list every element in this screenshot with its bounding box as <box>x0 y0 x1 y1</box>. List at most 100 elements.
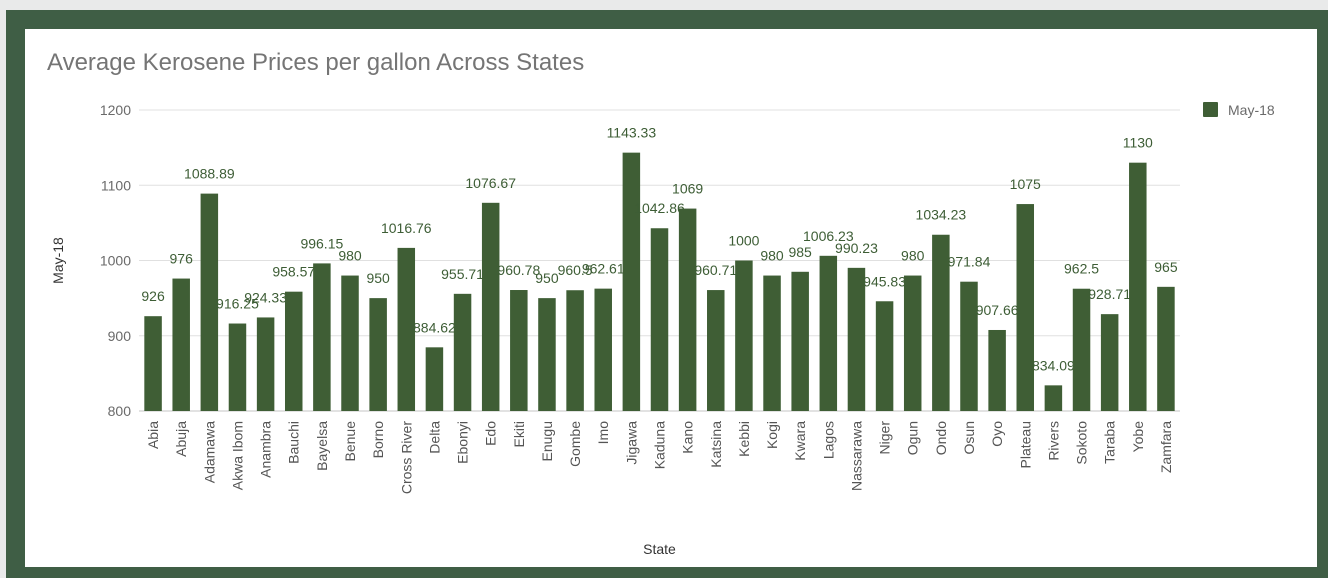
x-tick-label: Zamfara <box>1158 421 1174 473</box>
bar <box>1044 385 1063 411</box>
x-tick-label: Katsina <box>708 421 724 468</box>
bar <box>594 288 612 411</box>
bar-chart: 800 900 1000 1100 1200 May-18 State 926 Abia 976 A… <box>50 102 1275 557</box>
bar <box>903 275 922 411</box>
y-tick-label: 1200 <box>100 102 131 118</box>
data-label: 834.09 <box>1032 357 1075 373</box>
data-label: 1075 <box>1010 176 1041 192</box>
bar <box>144 316 162 411</box>
x-tick-label: Ekiti <box>511 421 527 447</box>
x-tick-label: Anambra <box>258 421 274 478</box>
bar <box>650 228 669 411</box>
x-axis-title: State <box>643 541 676 557</box>
x-tick-label: Bauchi <box>286 421 302 464</box>
x-tick-label: Kebbi <box>736 421 752 457</box>
bar <box>791 271 809 411</box>
x-tick-label: Kogi <box>764 421 780 449</box>
data-label: 916.25 <box>216 296 259 312</box>
data-label: 990.23 <box>835 240 878 256</box>
bar <box>847 267 866 411</box>
bar <box>172 278 190 411</box>
bar <box>200 193 219 411</box>
x-tick-label: Gombe <box>567 421 583 467</box>
x-tick-label: Edo <box>483 421 499 446</box>
bar <box>481 202 500 411</box>
x-tick-label: Kwara <box>792 421 808 461</box>
data-label: 884.62 <box>413 319 456 335</box>
data-label: 962.5 <box>1064 261 1099 277</box>
x-tick-label: Plateau <box>1017 421 1033 468</box>
bar <box>313 263 331 411</box>
x-tick-label: Cross River <box>398 421 414 494</box>
bar <box>1100 314 1119 411</box>
x-tick-label: Delta <box>426 421 442 454</box>
x-tick-label: Taraba <box>1102 421 1118 464</box>
bar <box>1016 204 1035 411</box>
data-label: 950 <box>366 270 390 286</box>
data-label: 976 <box>170 251 194 267</box>
x-tick-label: Nassarawa <box>848 421 864 491</box>
x-tick-label: Ondo <box>933 421 949 455</box>
x-tick-label: Rivers <box>1045 421 1061 461</box>
bar <box>510 290 528 411</box>
data-label: 924.33 <box>244 289 287 305</box>
x-tick-label: Ogun <box>905 421 921 455</box>
data-label: 1143.33 <box>607 125 657 141</box>
x-tick-label: Abuja <box>173 421 189 457</box>
x-tick-label: Borno <box>370 421 386 459</box>
data-label: 1016.76 <box>381 220 432 236</box>
data-label: 980 <box>760 248 784 264</box>
x-tick-label: Sokoto <box>1074 421 1090 465</box>
bar <box>397 247 416 411</box>
data-label: 945.83 <box>863 273 906 289</box>
x-tick-label: Imo <box>595 421 611 445</box>
y-tick-label: 1000 <box>100 253 131 269</box>
legend-swatch <box>1203 102 1218 117</box>
x-tick-label: Kaduna <box>652 421 668 469</box>
data-label: 960.71 <box>694 262 737 278</box>
y-tick-label: 900 <box>108 328 132 344</box>
bar <box>425 347 444 411</box>
bar <box>1072 288 1091 411</box>
chart-card: Average Kerosene Prices per gallon Acros… <box>25 29 1317 567</box>
bar <box>735 260 753 411</box>
data-label: 965 <box>1154 259 1178 275</box>
data-label: 928.71 <box>1088 286 1131 302</box>
x-tick-label: Adamawa <box>201 421 217 483</box>
x-tick-label: Kano <box>680 421 696 454</box>
chart-title: Average Kerosene Prices per gallon Acros… <box>47 49 585 76</box>
bar <box>932 234 950 411</box>
bar <box>960 281 978 411</box>
bar <box>988 329 1006 411</box>
x-tick-label: Oyo <box>989 421 1005 447</box>
bar <box>819 255 838 411</box>
data-label: 950 <box>535 270 559 286</box>
data-label: 926 <box>141 288 165 304</box>
data-label: 1006.23 <box>803 228 854 244</box>
x-tick-label: Osun <box>961 421 977 454</box>
data-label: 960.5 <box>558 262 593 278</box>
y-tick-label: 1100 <box>101 177 131 193</box>
bar <box>341 275 359 411</box>
x-tick-label: Lagos <box>820 421 836 459</box>
y-axis-title: May-18 <box>50 237 66 284</box>
data-label: 907.66 <box>976 302 1019 318</box>
chart-frame: Average Kerosene Prices per gallon Acros… <box>6 10 1328 578</box>
bar <box>256 317 275 411</box>
data-label: 1042.86 <box>634 200 685 216</box>
y-tick-label: 800 <box>108 403 132 419</box>
x-tick-label: Akwa Ibom <box>229 421 245 490</box>
bar <box>1129 162 1147 411</box>
bar <box>538 298 556 411</box>
bar <box>1157 286 1175 411</box>
data-label: 985 <box>788 244 812 260</box>
x-tick-label: Ebonyi <box>455 421 471 464</box>
x-tick-label: Enugu <box>539 421 555 461</box>
data-label: 1076.67 <box>465 175 516 191</box>
data-label: 1000 <box>728 233 759 249</box>
x-tick-label: Yobe <box>1130 421 1146 453</box>
data-label: 1034.23 <box>916 207 967 223</box>
x-tick-label: Jigawa <box>623 421 639 465</box>
data-label: 971.84 <box>948 254 991 270</box>
data-label: 1088.89 <box>184 166 235 182</box>
